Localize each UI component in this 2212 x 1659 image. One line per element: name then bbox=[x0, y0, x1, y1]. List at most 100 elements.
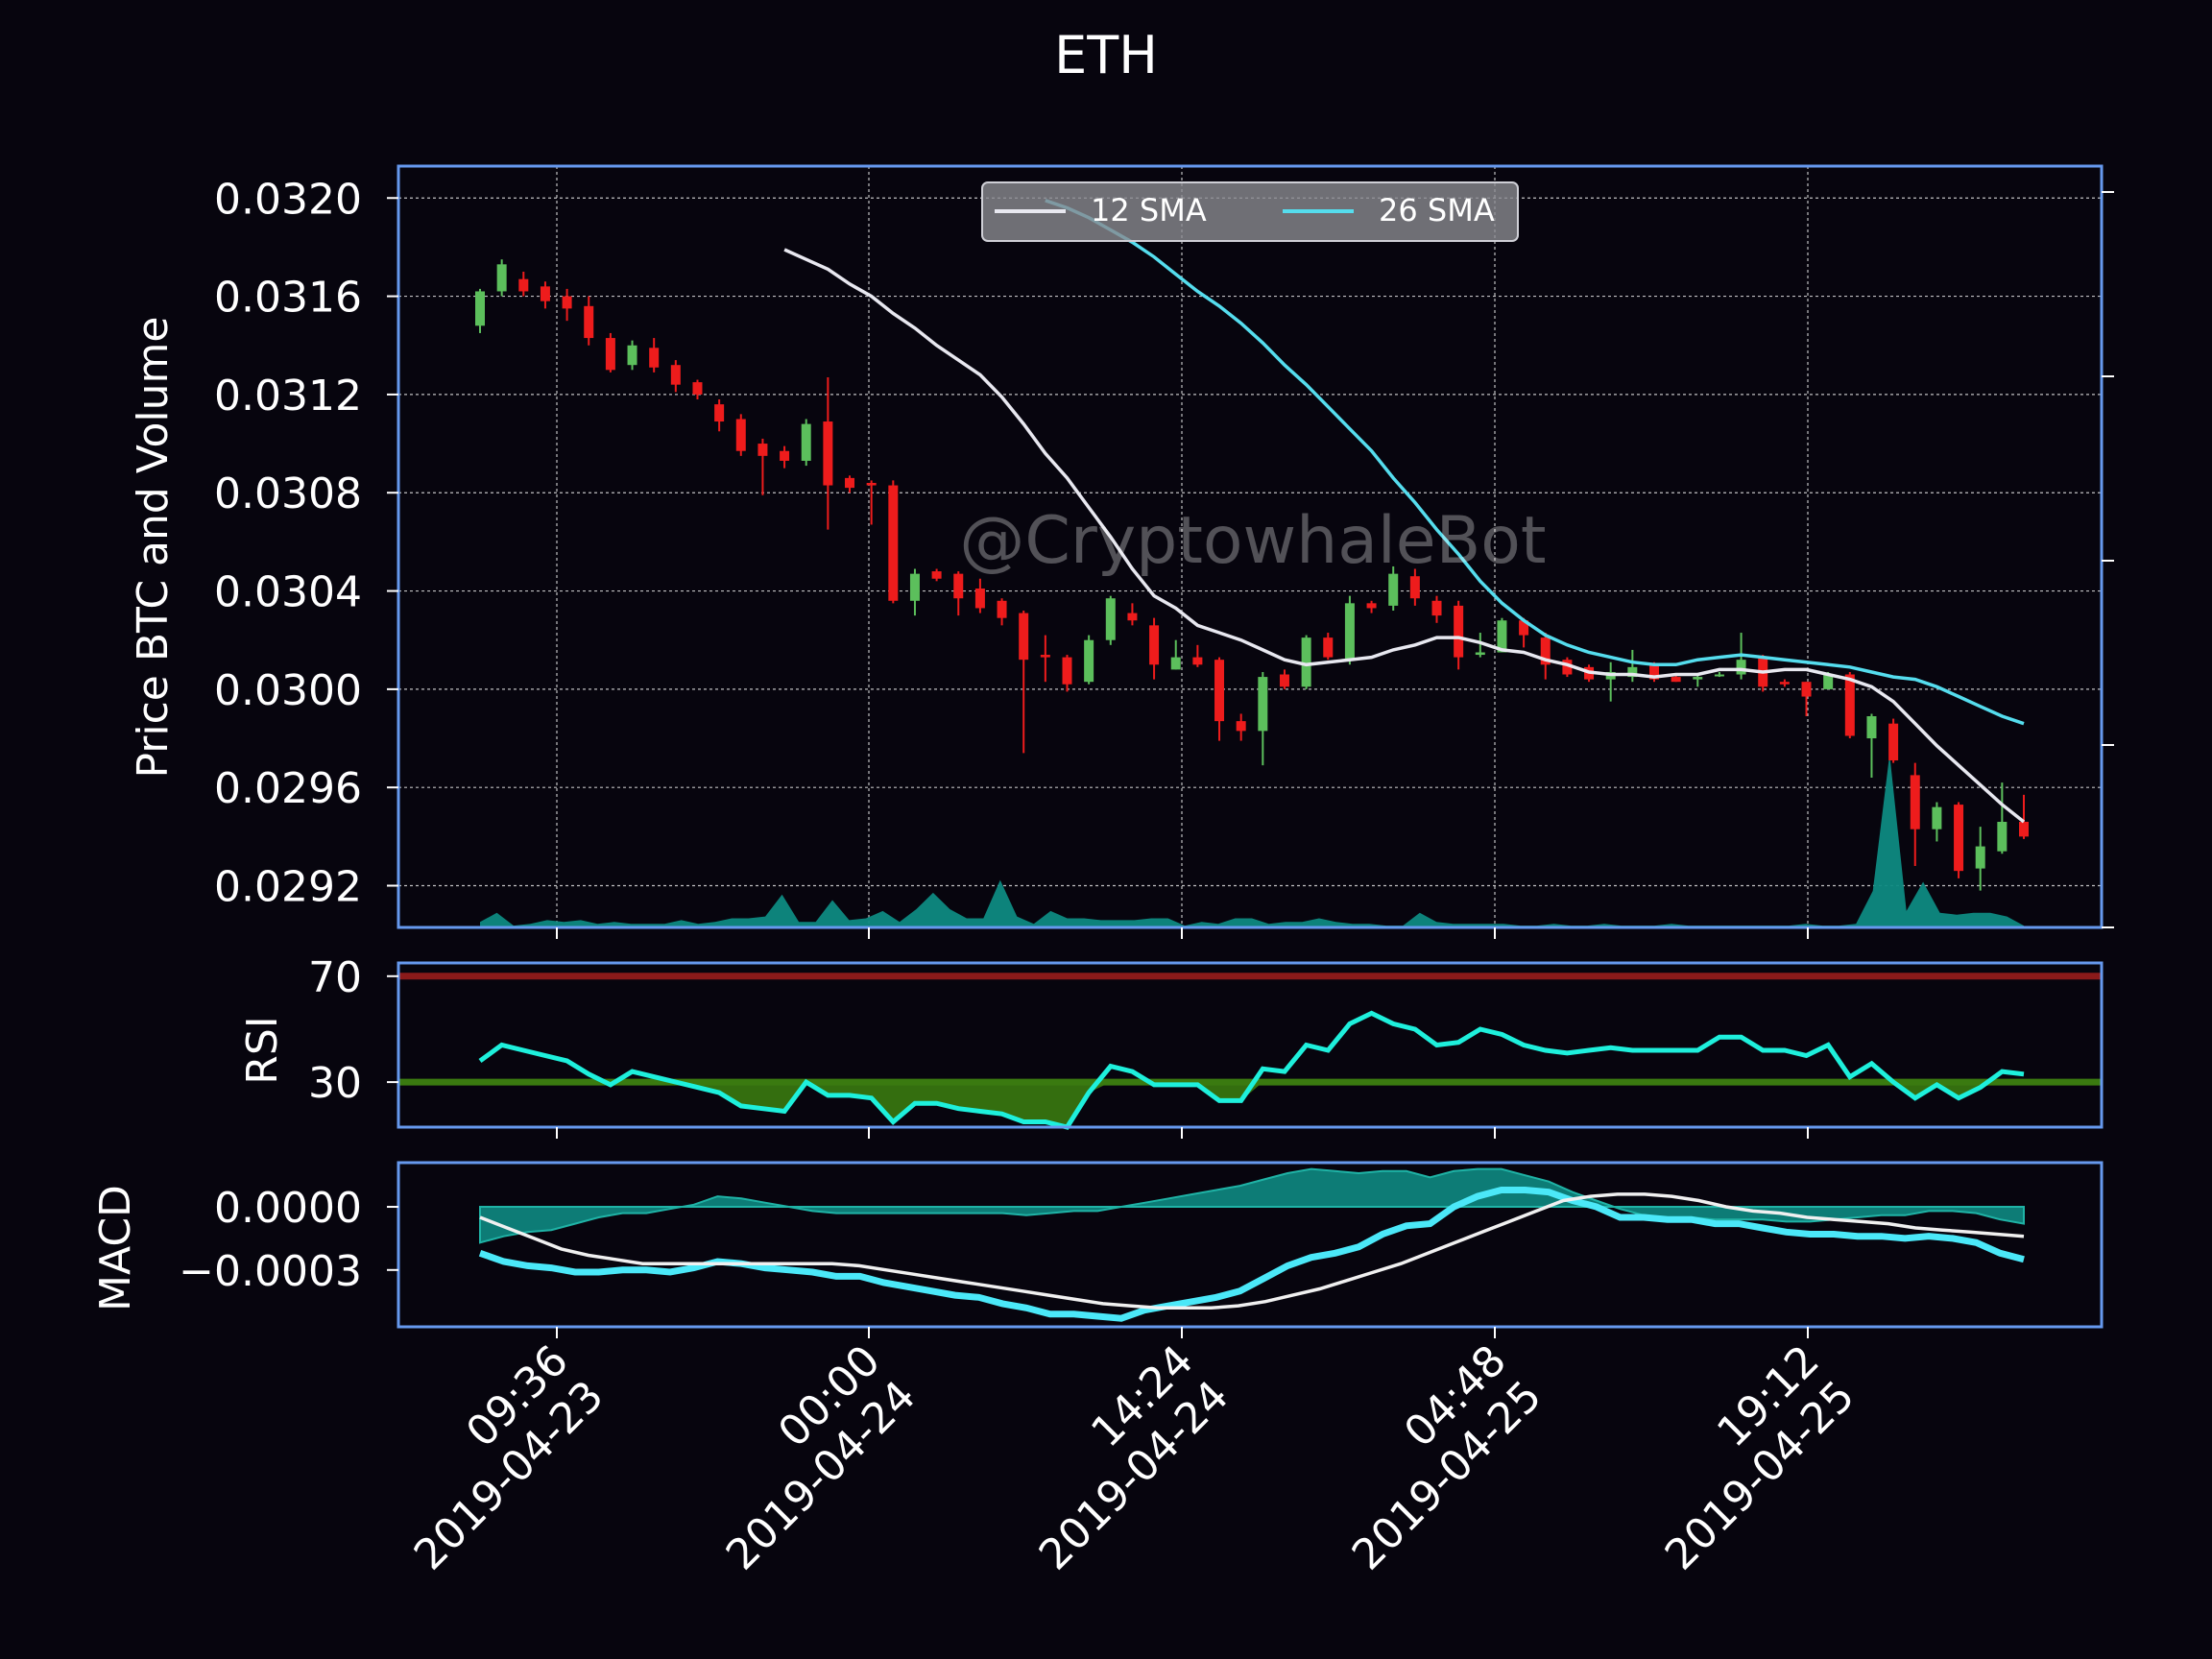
price-panel: @CryptowhaleBot 12 SMA 26 SMA 0.0320 0.03… bbox=[129, 164, 2114, 929]
price-ytick-label: 0.0304 bbox=[214, 568, 362, 617]
candle-body bbox=[1562, 660, 1573, 675]
price-y-label: Price BTC and Volume bbox=[129, 317, 178, 779]
candle-body bbox=[909, 573, 920, 601]
sma-26-line bbox=[1045, 199, 2025, 726]
candle-body bbox=[801, 423, 811, 461]
legend: 12 SMA 26 SMA bbox=[981, 181, 1519, 242]
candle-body bbox=[1258, 677, 1268, 732]
candle-body bbox=[953, 573, 964, 599]
legend-sma12-label: 12 SMA bbox=[1091, 192, 1207, 228]
candle-body bbox=[496, 264, 507, 292]
price-ytick-label: 0.0296 bbox=[214, 764, 362, 813]
candle-body bbox=[1149, 625, 1160, 665]
macd-ytick-label: 0.0000 bbox=[214, 1184, 362, 1233]
candle-body bbox=[1366, 603, 1377, 609]
sma-12-line bbox=[783, 248, 2026, 824]
candle-body bbox=[1192, 657, 1203, 665]
candle-body bbox=[1844, 674, 1855, 736]
macd-panel-frame bbox=[397, 1161, 2104, 1329]
candle-body bbox=[997, 600, 1007, 618]
candle-body bbox=[1540, 637, 1551, 665]
candle-body bbox=[1866, 716, 1877, 739]
candle-body bbox=[1648, 664, 1659, 680]
candle-body bbox=[1388, 573, 1399, 606]
candle-body bbox=[1323, 637, 1334, 658]
volume-axis-ticks bbox=[2102, 191, 2114, 928]
rsi-ytick-label: 30 bbox=[308, 1059, 362, 1108]
candle-body bbox=[714, 404, 725, 422]
candle-body bbox=[1084, 639, 1094, 683]
candle-body bbox=[888, 485, 899, 601]
candle-body bbox=[931, 571, 942, 579]
price-ytick-label: 0.0312 bbox=[214, 372, 362, 421]
candle-body bbox=[1344, 603, 1355, 661]
candle-body bbox=[540, 286, 550, 301]
macd-panel: 0.0000 −0.0003 MACD bbox=[91, 1161, 2104, 1329]
candle-body bbox=[735, 419, 746, 451]
candle-body bbox=[562, 296, 572, 309]
candle-body bbox=[1236, 721, 1246, 732]
rsi-ytick-label: 70 bbox=[308, 953, 362, 1002]
candle-body bbox=[627, 345, 637, 366]
candle-body bbox=[1301, 637, 1311, 687]
candle-body bbox=[1627, 666, 1638, 678]
price-ytick-label: 0.0292 bbox=[214, 863, 362, 912]
candle-body bbox=[1519, 620, 1529, 636]
candle-body bbox=[1105, 598, 1116, 640]
candle-body bbox=[1693, 677, 1703, 680]
rsi-panel: 70 30 RSI bbox=[238, 953, 2104, 1139]
candle-body bbox=[1127, 613, 1138, 621]
candle-body bbox=[605, 338, 615, 371]
macd-histogram bbox=[479, 1167, 2025, 1244]
candle-body bbox=[475, 291, 485, 326]
price-panel-background bbox=[398, 166, 2102, 927]
price-ytick-label: 0.0316 bbox=[214, 274, 362, 323]
candle-body bbox=[1671, 677, 1681, 683]
candle-body bbox=[1801, 682, 1812, 697]
candle-body bbox=[1888, 723, 1899, 761]
volume-area bbox=[480, 754, 2024, 927]
candle-body bbox=[518, 278, 529, 292]
price-panel-frame bbox=[397, 164, 2104, 929]
candle-body bbox=[1954, 805, 1964, 872]
candle-body bbox=[866, 482, 877, 486]
watermark: @CryptowhaleBot bbox=[959, 503, 1546, 579]
candle-body bbox=[823, 421, 833, 486]
macd-ytick-label: −0.0003 bbox=[179, 1247, 362, 1296]
candle-body bbox=[649, 348, 660, 368]
candle-body bbox=[1975, 846, 1985, 869]
legend-box bbox=[981, 181, 1519, 242]
candle-body bbox=[1431, 600, 1442, 616]
legend-sma26-label: 26 SMA bbox=[1379, 192, 1495, 228]
candle-body bbox=[692, 382, 703, 395]
rsi-y-label: RSI bbox=[238, 1016, 287, 1084]
candle-body bbox=[1040, 655, 1050, 658]
candle-body bbox=[670, 365, 681, 385]
candle-body bbox=[2019, 822, 2029, 837]
candle-body bbox=[1475, 652, 1485, 656]
candle-body bbox=[1409, 576, 1420, 599]
rsi-panel-frame bbox=[397, 961, 2104, 1129]
candle-body bbox=[1497, 620, 1507, 653]
candle-body bbox=[1062, 657, 1072, 685]
candle-body bbox=[1910, 775, 1920, 830]
candle-body bbox=[1019, 613, 1029, 661]
candle-body bbox=[757, 444, 768, 456]
candle-body bbox=[1214, 660, 1225, 722]
candle-body bbox=[1932, 806, 1942, 830]
price-ytick-label: 0.0308 bbox=[214, 469, 362, 518]
macd-line bbox=[479, 1192, 2025, 1310]
candle-body bbox=[584, 305, 594, 339]
candle-body bbox=[1779, 682, 1790, 685]
candle-body bbox=[1170, 657, 1181, 670]
candle-body bbox=[1454, 605, 1464, 658]
price-ytick-label: 0.0320 bbox=[214, 175, 362, 224]
candle-body bbox=[1997, 822, 2008, 852]
macd-y-label: MACD bbox=[91, 1185, 140, 1311]
rsi-oversold-fill bbox=[480, 1082, 2024, 1127]
candle-body bbox=[1736, 660, 1746, 675]
candle-body bbox=[1823, 674, 1834, 689]
price-ytick-label: 0.0300 bbox=[214, 666, 362, 715]
candle-body bbox=[845, 477, 855, 489]
